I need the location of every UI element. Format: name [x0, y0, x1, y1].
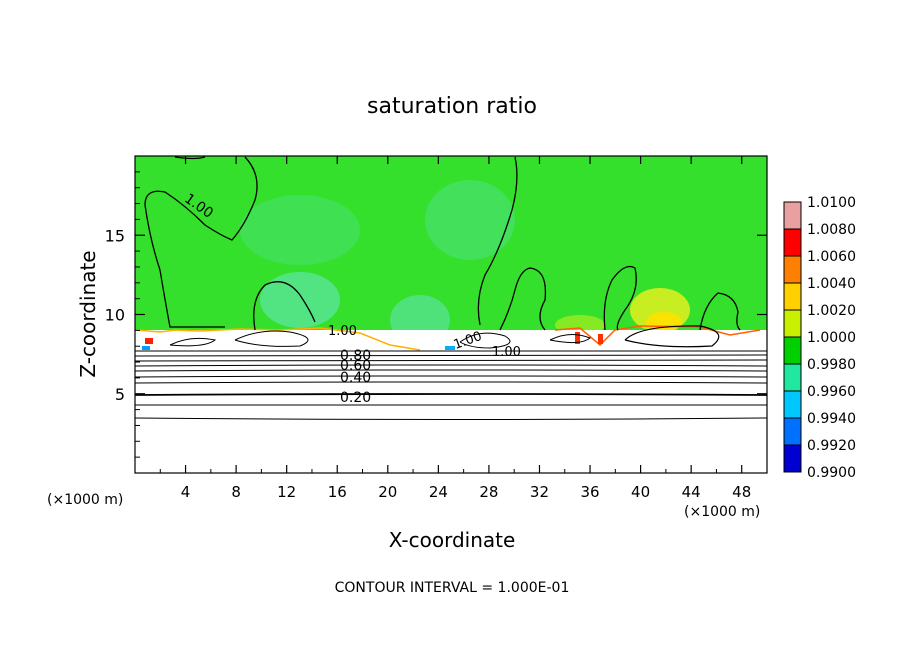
contour-label: 1.00 — [492, 345, 521, 360]
x-tick-label: 36 — [580, 483, 599, 501]
colorbar-label: 1.0080 — [807, 222, 856, 238]
colorbar-swatch — [784, 391, 801, 418]
colorbar-swatch — [784, 364, 801, 391]
colorbar-label: 1.0060 — [807, 249, 856, 265]
colorbar-swatch — [784, 418, 801, 445]
cloud-edge-red — [575, 332, 580, 344]
x-axis-label: X-coordinate — [389, 528, 516, 552]
x-tick-label: 12 — [277, 483, 296, 501]
x-unit-right: (×1000 m) — [684, 504, 760, 520]
field-patch — [260, 272, 340, 328]
x-tick-label: 40 — [631, 483, 650, 501]
chart-title: saturation ratio — [367, 94, 537, 119]
lower-contours — [134, 325, 768, 420]
y-tick-label: 5 — [115, 385, 125, 404]
cloud-edge-red — [598, 334, 603, 344]
x-unit-left: (×1000 m) — [47, 492, 123, 508]
x-tick-label: 28 — [479, 483, 498, 501]
colorbar-swatch — [784, 337, 801, 364]
colorbar-swatch — [784, 445, 801, 472]
colorbar-label: 1.0040 — [807, 276, 856, 292]
cloud-edge-red — [145, 338, 153, 344]
x-tick-label: 20 — [378, 483, 397, 501]
colorbar-swatch — [784, 310, 801, 337]
contour-interval-note: CONTOUR INTERVAL = 1.000E-01 — [335, 580, 570, 596]
y-axis: 5 10 15 — [105, 171, 767, 458]
cloud-edge — [554, 325, 761, 347]
x-tick-label: 4 — [181, 483, 191, 501]
contour-label: 1.00 — [328, 324, 357, 339]
x-axis: 4 8 12 16 20 24 28 32 36 40 44 48 — [159, 156, 751, 501]
contour-label: 0.20 — [340, 390, 371, 406]
colorbar-label: 1.0000 — [807, 330, 856, 346]
field-patch — [240, 195, 360, 265]
y-tick-label: 10 — [105, 306, 125, 325]
cloud-edge-blue — [445, 346, 455, 350]
x-tick-label: 24 — [429, 483, 448, 501]
x-tick-label: 8 — [231, 483, 241, 501]
x-tick-label: 48 — [732, 483, 751, 501]
colorbar-label: 1.0100 — [807, 195, 856, 211]
colorbar-label: 0.9980 — [807, 357, 856, 373]
y-axis-label: Z-coordinate — [76, 250, 100, 377]
cloud-edge-blue — [142, 346, 150, 350]
colorbar-swatch — [784, 202, 801, 229]
y-tick-label: 15 — [105, 226, 125, 245]
x-tick-label: 16 — [328, 483, 347, 501]
x-tick-label: 44 — [682, 483, 701, 501]
contour-label: 0.80 — [340, 348, 371, 364]
field-patch — [425, 180, 515, 260]
colorbar-swatch — [784, 283, 801, 310]
contour-label: 0.60 — [340, 358, 371, 374]
colorbar-label: 1.0020 — [807, 303, 856, 319]
colorbar-label: 0.9940 — [807, 411, 856, 427]
colorbar-swatch — [784, 229, 801, 256]
colorbar-label: 0.9900 — [807, 465, 856, 481]
cloud-edge — [136, 327, 421, 351]
x-tick-label: 32 — [530, 483, 549, 501]
colorbar-label: 0.9920 — [807, 438, 856, 454]
colorbar-swatch — [784, 256, 801, 283]
upper-contours — [144, 156, 741, 331]
colorbar-label: 0.9960 — [807, 384, 856, 400]
colorbar: 1.0100 1.0080 1.0060 1.0040 1.0020 1.0000 0.99… — [783, 195, 856, 481]
contour-label: 0.40 — [340, 370, 371, 386]
